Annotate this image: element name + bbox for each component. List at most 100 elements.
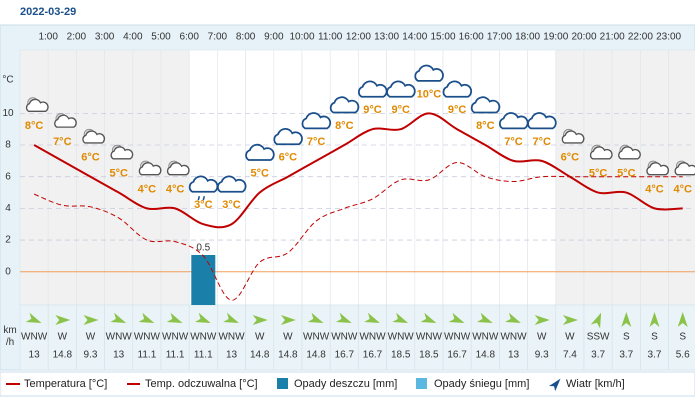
- legend-swatch: [277, 378, 288, 389]
- weather-icon: [25, 97, 49, 112]
- wind-direction: W: [86, 332, 96, 343]
- wind-arrow: [476, 312, 493, 324]
- wind-cell: [329, 304, 359, 371]
- weather-icon: [329, 96, 360, 114]
- wind-direction: W: [283, 332, 293, 343]
- column-bg: [470, 49, 500, 306]
- weather-icon: [166, 160, 190, 176]
- wind-cell: [132, 304, 162, 371]
- cloud: [273, 127, 303, 146]
- legend-swatch: [416, 378, 427, 389]
- wind-direction: S: [623, 332, 630, 343]
- hour-label: 15:00: [430, 32, 455, 43]
- temp-label: 5°C: [109, 167, 128, 179]
- wind-arrow: [280, 315, 296, 325]
- wind-direction: WNW: [134, 332, 161, 343]
- wind-direction: WNW: [331, 332, 358, 343]
- wind-speed: 3.7: [648, 350, 662, 361]
- cloud: [414, 64, 444, 82]
- wind-direction: WNW: [190, 332, 217, 343]
- weather-icon: [414, 64, 444, 82]
- wind-direction: W: [255, 332, 265, 343]
- wind-unit: km/h: [3, 325, 16, 348]
- wind-speed: 14.8: [476, 350, 496, 361]
- y-tick-label: 10: [2, 108, 14, 119]
- y-unit: °C: [2, 75, 13, 86]
- column-bg: [527, 49, 557, 306]
- weather-icon: [589, 144, 613, 160]
- rain-drops: [197, 196, 206, 201]
- hour-label: 19:00: [543, 32, 568, 43]
- wind-direction: W: [537, 332, 547, 343]
- wind-arrow: [392, 312, 409, 324]
- cloud: [561, 130, 585, 144]
- wind-arrow: [252, 315, 268, 325]
- hour-label: 3:00: [95, 32, 115, 43]
- wind-speed: 14.8: [53, 350, 73, 361]
- wind-speed: 14.8: [250, 350, 270, 361]
- cloud: [166, 162, 190, 176]
- cloud: [138, 162, 162, 176]
- weather-icon: [442, 80, 473, 98]
- wind-arrow: [55, 315, 71, 325]
- legend-label: Temperatura [°C]: [24, 378, 107, 390]
- wind-cell: [499, 304, 528, 371]
- wind-speed: 5.6: [676, 350, 690, 361]
- wind-direction: W: [58, 332, 68, 343]
- cloud: [54, 114, 77, 128]
- temp-label: 9°C: [363, 104, 382, 116]
- cloud: [301, 112, 332, 130]
- legend-label: Opady śniegu [mm]: [434, 378, 529, 390]
- cloud: [589, 146, 613, 160]
- weather-icon: [386, 80, 416, 98]
- wind-speed: 11.1: [194, 350, 213, 361]
- temp-label: 4°C: [645, 183, 664, 195]
- wind-cell: [19, 304, 49, 371]
- cloud: [527, 112, 557, 130]
- wind-cell: [414, 304, 444, 371]
- wind-direction: SSW: [587, 332, 610, 343]
- wind-direction: WNW: [162, 332, 189, 343]
- wind-cell: [386, 304, 416, 371]
- hour-label: 8:00: [236, 32, 256, 43]
- hour-label: 14:00: [402, 32, 427, 43]
- column-bg: [132, 49, 162, 306]
- hour-label: 21:00: [600, 32, 625, 43]
- temp-label: 5°C: [589, 167, 608, 179]
- cloud: [329, 96, 360, 114]
- wind-speed: 18.5: [419, 350, 439, 361]
- cloud: [245, 143, 275, 161]
- wind-direction: WNW: [444, 332, 471, 343]
- wind-arrow: [223, 312, 239, 324]
- temp-label: 6°C: [279, 152, 298, 164]
- temp-label: 9°C: [448, 104, 467, 116]
- wind-cell: [245, 304, 275, 371]
- weather-icon: [217, 175, 247, 193]
- wind-speed: 16.7: [335, 350, 355, 361]
- temp-label: 6°C: [561, 152, 580, 164]
- weather-icon: [674, 160, 695, 176]
- column-bg: [329, 49, 359, 306]
- wind-arrow: [83, 315, 99, 325]
- weather-icon: [561, 128, 585, 144]
- hour-label: 22:00: [628, 32, 653, 43]
- wind-cell: [442, 304, 472, 371]
- temp-label: 3°C: [222, 199, 241, 211]
- legend-bg: [0, 371, 695, 397]
- rain-label: 0.5: [196, 243, 210, 254]
- wind-cell: [470, 304, 500, 371]
- wind-speed: 13: [113, 350, 125, 361]
- wind-speed: 13: [508, 350, 520, 361]
- temp-label: 4°C: [166, 183, 185, 195]
- cloud: [646, 162, 670, 176]
- temp-label: 8°C: [476, 120, 495, 132]
- y-tick-label: 6: [5, 171, 11, 182]
- wind-direction: WNW: [106, 332, 133, 343]
- column-bg: [160, 49, 190, 306]
- wind-direction: WNW: [472, 332, 499, 343]
- hour-label: 20:00: [571, 32, 596, 43]
- wind-cell: [358, 304, 387, 371]
- wind-direction: WNW: [416, 332, 443, 343]
- hour-label: 9:00: [264, 32, 284, 43]
- column-bg: [611, 49, 641, 306]
